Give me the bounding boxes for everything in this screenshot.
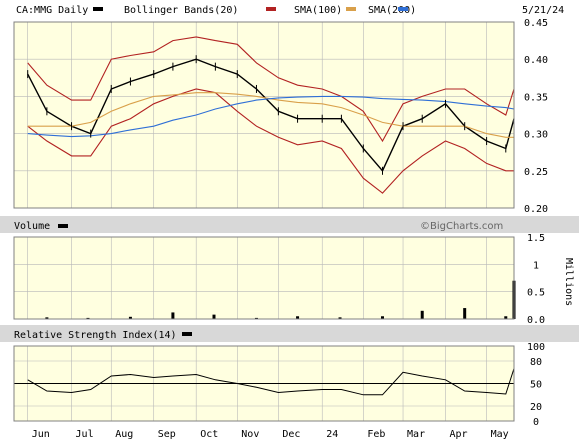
legend-sma100-swatch — [346, 7, 356, 11]
volume-bar — [338, 317, 342, 319]
volume-legend-swatch — [58, 224, 68, 228]
price-series-group — [27, 36, 515, 194]
month-label: Apr — [450, 429, 468, 440]
volume-title-strip — [0, 216, 579, 233]
price-tick-label: 0.25 — [524, 167, 548, 178]
volume-bar — [380, 316, 384, 319]
legend-sma200-swatch — [398, 7, 408, 11]
price-tick-label: 0.45 — [524, 18, 548, 29]
rsi-tick-label: 100 — [527, 342, 545, 353]
legend-sma100-label: SMA(100) — [294, 5, 342, 16]
bigcharts-watermark: ©BigCharts.com — [420, 221, 503, 232]
month-label: May — [491, 429, 509, 440]
price-panel-frame — [13, 21, 515, 209]
month-label: Mar — [407, 429, 425, 440]
symbol-label: CA:MMG Daily — [16, 5, 88, 16]
legend-bollinger-swatch — [266, 7, 276, 11]
month-label: Feb — [367, 429, 385, 440]
volume-bar — [254, 317, 258, 319]
volume-axis: 1.5 1 0.5 0.0 — [527, 233, 545, 326]
rsi-panel: Relative Strength Index(14) 100 80 50 20 0 — [0, 325, 579, 428]
price-tick-label: 0.30 — [524, 130, 548, 141]
rsi-line — [27, 368, 515, 396]
volume-panel-bg — [14, 237, 514, 319]
rsi-tick-label: 0 — [533, 417, 539, 428]
rsi-title: Relative Strength Index(14) — [14, 330, 177, 341]
legend-sma200-label: SMA(200) — [368, 5, 416, 16]
rsi-title-strip — [0, 325, 579, 342]
price-axis: 0.45 0.40 0.35 0.30 0.25 0.20 — [524, 18, 548, 215]
volume-bar — [212, 314, 216, 319]
rsi-tick-label: 20 — [530, 402, 542, 413]
month-label: Dec — [282, 429, 300, 440]
bollinger-lower-line — [27, 88, 514, 194]
month-label: Nov — [241, 429, 259, 440]
rsi-series-group — [14, 368, 515, 396]
volume-bar — [86, 317, 90, 319]
price-tick-label: 0.40 — [524, 55, 548, 66]
volume-bar — [45, 317, 49, 319]
month-label: Oct — [200, 429, 218, 440]
month-axis: Jun Jul Aug Sep Oct Nov Dec 24 Feb Mar Apr May — [32, 429, 509, 440]
volume-bar — [171, 312, 175, 319]
date-label: 5/21/24 — [522, 5, 564, 16]
month-label: Sep — [158, 429, 176, 440]
legend-bollinger-label: Bollinger Bands(20) — [124, 5, 238, 16]
price-panel-bg — [14, 22, 514, 208]
rsi-tick-label: 80 — [530, 357, 542, 368]
vol-tick-label: 0.0 — [527, 315, 545, 326]
rsi-axis: 100 80 50 20 0 — [527, 342, 545, 428]
vol-tick-label: 1.5 — [527, 233, 545, 244]
volume-panel-frame — [13, 236, 515, 320]
price-panel: 0.45 0.40 0.35 0.30 0.25 0.20 — [13, 18, 548, 215]
bollinger-upper-line — [27, 36, 515, 143]
price-legend-swatch — [93, 7, 103, 11]
volume-bar — [420, 310, 424, 319]
month-label: Jul — [76, 429, 94, 440]
volume-bar — [463, 308, 467, 319]
month-label: Jun — [32, 429, 50, 440]
volume-bar — [296, 316, 300, 319]
volume-bar — [128, 316, 132, 319]
price-tick-label: 0.20 — [524, 204, 548, 215]
month-label: 24 — [326, 429, 338, 440]
month-label: Aug — [115, 429, 133, 440]
rsi-tick-label: 50 — [530, 380, 542, 391]
vol-tick-label: 1 — [533, 260, 539, 271]
vol-tick-label: 0.5 — [527, 288, 545, 299]
volume-panel: Volume ©BigCharts.com 1.5 1 0.5 0.0 Million… — [0, 216, 579, 326]
rsi-panel-frame — [13, 345, 515, 422]
volume-bar — [504, 316, 508, 319]
sma100-line — [27, 92, 514, 138]
volume-ylabel: Millions — [563, 258, 574, 306]
price-tick-label: 0.35 — [524, 92, 548, 103]
volume-title: Volume — [14, 221, 50, 232]
rsi-legend-swatch — [182, 332, 192, 336]
